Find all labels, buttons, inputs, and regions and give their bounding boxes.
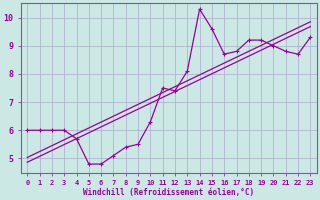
- X-axis label: Windchill (Refroidissement éolien,°C): Windchill (Refroidissement éolien,°C): [83, 188, 254, 197]
